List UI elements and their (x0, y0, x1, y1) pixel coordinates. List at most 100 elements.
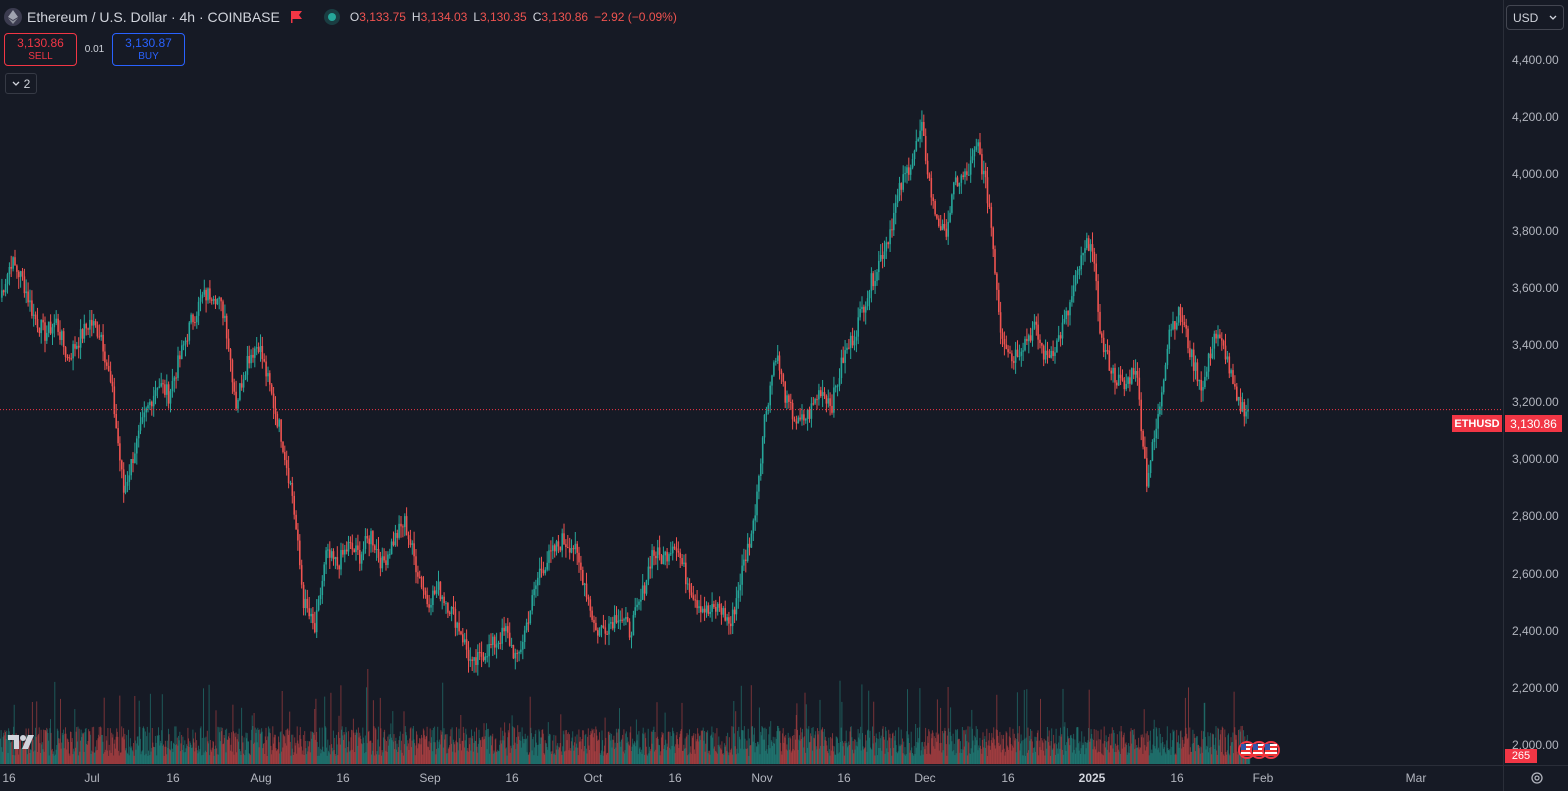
volume-bar (664, 712, 666, 764)
volume-bar (1244, 755, 1246, 764)
volume-bar (704, 751, 706, 764)
volume-bar (185, 748, 187, 764)
volume-bar (860, 750, 862, 764)
volume-bar (137, 736, 139, 764)
volume-bar (517, 736, 519, 764)
volume-bar (76, 727, 78, 764)
volume-bar (161, 694, 163, 764)
volume-bar (707, 730, 709, 764)
price-scale[interactable] (1503, 0, 1568, 765)
volume-bar (1, 747, 3, 764)
volume-bar (588, 745, 590, 764)
volume-bar (1066, 728, 1068, 764)
candle-body (685, 562, 687, 585)
volume-bar (454, 744, 456, 764)
volume-bar (62, 735, 64, 764)
volume-bar (815, 731, 817, 764)
volume-bar (868, 690, 870, 764)
market-status-icon[interactable] (323, 9, 340, 25)
volume-bar (693, 733, 695, 764)
volume-bar (448, 747, 450, 764)
volume-bar (728, 737, 730, 764)
candle-body (555, 541, 558, 552)
volume-bar (132, 751, 134, 764)
candle-body (951, 194, 953, 213)
candle-body (595, 622, 597, 631)
price-chart[interactable] (0, 0, 1503, 765)
volume-bar (446, 753, 447, 764)
candle-body (439, 581, 442, 600)
volume-bar (961, 727, 963, 764)
volume-bar (819, 699, 821, 764)
candle-body (632, 615, 635, 636)
volume-bar (1028, 735, 1030, 764)
candle-body (533, 589, 535, 596)
volume-bar (737, 753, 739, 764)
volume-bar (2, 736, 4, 764)
candle-body (1076, 270, 1079, 275)
volume-bar (183, 752, 185, 764)
volume-bar (152, 742, 154, 764)
candle-body (89, 319, 91, 330)
candle-body (188, 322, 191, 341)
candle-body (437, 581, 440, 590)
scale-corner (1503, 765, 1568, 791)
volume-bar (672, 727, 674, 764)
candle-body (591, 610, 593, 620)
volume-bar (373, 726, 375, 764)
spread-value: 0.01 (84, 44, 105, 55)
volume-bar (649, 746, 650, 764)
candle-body (1052, 350, 1054, 356)
candle-body (840, 357, 843, 379)
volume-bar (412, 726, 414, 764)
settings-icon[interactable] (1529, 770, 1545, 786)
volume-bar (1211, 733, 1213, 764)
chart-area[interactable] (0, 0, 1503, 765)
flag-icon[interactable] (290, 10, 304, 24)
volume-bar (633, 744, 635, 764)
volume-bar (249, 755, 251, 764)
volume-bar (392, 741, 394, 764)
volume-bar (878, 731, 880, 764)
volume-bar (619, 708, 620, 764)
candle-body (600, 625, 603, 628)
volume-bar (716, 728, 718, 764)
volume-bar (229, 738, 231, 764)
currency-select[interactable]: USD (1506, 5, 1564, 30)
volume-bar (792, 749, 794, 764)
volume-bar (833, 746, 835, 764)
volume-bar (283, 735, 285, 764)
volume-bar (148, 732, 150, 764)
time-scale[interactable] (0, 765, 1503, 791)
volume-bar (256, 742, 258, 764)
tradingview-logo[interactable] (8, 733, 40, 751)
volume-bar (795, 739, 797, 764)
volume-bar (116, 731, 118, 764)
volume-bar (271, 754, 273, 764)
volume-bar (219, 741, 221, 764)
symbol-title[interactable]: Ethereum / U.S. Dollar · 4h · COINBASE (27, 9, 280, 25)
indicators-toggle-button[interactable]: 2 (5, 73, 37, 94)
volume-bar (824, 740, 826, 764)
volume-bar (675, 744, 677, 764)
candle-body (169, 391, 172, 404)
volume-bar (677, 744, 679, 764)
volume-bar (1052, 748, 1054, 764)
candle-body (1243, 402, 1246, 417)
volume-bar (635, 719, 637, 764)
volume-bar (1024, 738, 1026, 764)
sell-button[interactable]: 3,130.86 SELL (4, 33, 77, 66)
volume-bar (536, 744, 538, 764)
us-flag-icon[interactable] (1262, 741, 1280, 759)
volume-bar (232, 704, 234, 764)
volume-bar (114, 739, 116, 764)
candle-body (956, 177, 959, 187)
volume-bar (231, 732, 233, 764)
buy-button[interactable]: 3,130.87 BUY (112, 33, 185, 66)
volume-bar (617, 728, 619, 764)
volume-bar (505, 748, 507, 764)
volume-bar (367, 731, 369, 764)
volume-bar (131, 750, 133, 764)
volume-bar (519, 739, 521, 764)
volume-bar (1111, 733, 1113, 764)
